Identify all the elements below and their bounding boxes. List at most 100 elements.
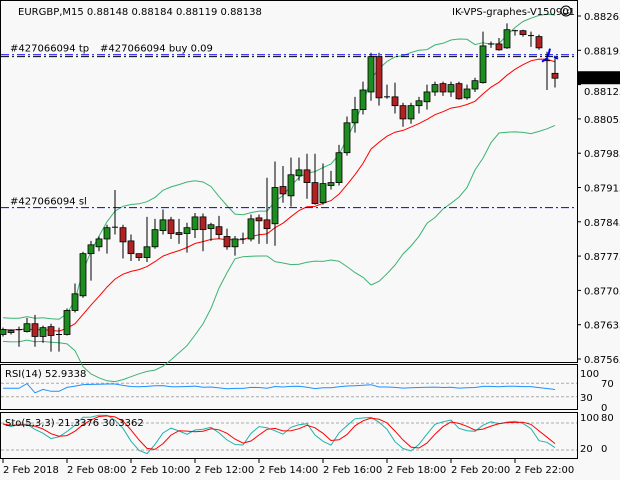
candle[interactable] — [319, 163, 327, 205]
candle[interactable] — [231, 236, 239, 256]
candle[interactable] — [191, 212, 199, 238]
sto-level-label: 80 — [601, 413, 614, 424]
candle[interactable] — [263, 177, 271, 244]
candle[interactable] — [0, 327, 7, 337]
candle-body — [159, 219, 167, 232]
candle[interactable] — [223, 228, 231, 250]
candle[interactable] — [103, 224, 111, 254]
candle[interactable] — [39, 325, 47, 343]
candle[interactable] — [359, 81, 367, 115]
candle[interactable] — [535, 34, 543, 50]
candle-body — [183, 227, 191, 234]
symbol-info: EURGBP,M15 0.88148 0.88184 0.88119 0.881… — [18, 7, 262, 18]
candle[interactable] — [215, 215, 223, 239]
candle[interactable] — [95, 236, 103, 252]
candle-body — [199, 216, 207, 231]
candle[interactable] — [159, 209, 167, 235]
candle[interactable] — [143, 216, 151, 262]
candle[interactable] — [503, 23, 511, 49]
y-tick-label: 0.87775 — [584, 252, 620, 263]
candle[interactable] — [135, 253, 143, 261]
candle-body — [103, 227, 111, 240]
candle[interactable] — [495, 38, 503, 51]
candle-body — [135, 253, 143, 258]
candle[interactable] — [415, 96, 423, 114]
candle[interactable] — [151, 218, 159, 249]
candle[interactable] — [271, 161, 279, 246]
price-panel[interactable]: #427066094 tp #427066094 buy 0.09 #4270660… — [0, 13, 577, 383]
candle[interactable] — [327, 170, 335, 190]
candle-body — [279, 186, 287, 195]
candle[interactable] — [31, 314, 39, 347]
candle[interactable] — [488, 41, 494, 48]
candle[interactable] — [247, 214, 255, 242]
candle[interactable] — [471, 77, 479, 92]
candle-body — [399, 105, 407, 120]
candle[interactable] — [255, 214, 263, 244]
candle-body — [359, 89, 367, 110]
y-tick-label: 0.87985 — [584, 149, 620, 160]
candle[interactable] — [56, 327, 62, 352]
candle[interactable] — [423, 84, 431, 110]
candle[interactable] — [119, 224, 127, 259]
order-line-label: #427066094 buy 0.09 — [100, 44, 213, 55]
candle-body — [311, 182, 319, 205]
candle[interactable] — [71, 283, 79, 313]
candle[interactable] — [407, 102, 415, 124]
candle[interactable] — [463, 84, 471, 100]
candle[interactable] — [367, 52, 375, 101]
candle[interactable] — [431, 81, 439, 96]
candle-body — [95, 238, 103, 248]
candle-body — [223, 236, 231, 248]
candle[interactable] — [439, 81, 447, 96]
candle[interactable] — [175, 218, 183, 244]
stochastic-panel[interactable]: 100 80 20 0 — [1, 413, 614, 455]
sto-main-line — [2, 414, 556, 455]
candle[interactable] — [87, 240, 95, 281]
candle[interactable] — [512, 29, 518, 36]
candle[interactable] — [63, 308, 71, 336]
candle[interactable] — [207, 222, 215, 241]
candle-body — [271, 187, 279, 225]
candle[interactable] — [528, 31, 534, 47]
candle[interactable] — [447, 81, 455, 97]
candle[interactable] — [47, 323, 55, 352]
x-tick-label: 2 Feb 14:00 — [259, 465, 318, 476]
candle-body — [415, 100, 423, 107]
candle[interactable] — [23, 317, 31, 333]
candle[interactable] — [335, 144, 343, 186]
candle[interactable] — [79, 251, 87, 298]
candle[interactable] — [384, 84, 390, 99]
candle[interactable] — [551, 55, 559, 88]
candle[interactable] — [112, 189, 118, 235]
candle[interactable] — [519, 29, 527, 37]
candle-body — [63, 310, 71, 335]
y-tick-label: 0.87635 — [584, 321, 620, 332]
candle[interactable] — [287, 157, 295, 207]
candle[interactable] — [303, 153, 311, 199]
candle[interactable] — [455, 81, 463, 100]
candle[interactable] — [399, 102, 407, 127]
candle[interactable] — [183, 222, 191, 253]
candle-body — [47, 326, 55, 336]
candle[interactable] — [7, 329, 15, 335]
candle[interactable] — [351, 96, 359, 133]
candle[interactable] — [279, 165, 287, 203]
candle[interactable] — [167, 216, 175, 239]
candle[interactable] — [479, 31, 487, 84]
candle-body — [127, 240, 135, 255]
candle[interactable] — [375, 52, 383, 106]
current-price-label: 0.88138 — [580, 74, 620, 85]
candle[interactable] — [16, 326, 22, 347]
candle[interactable] — [295, 157, 303, 181]
candle[interactable] — [127, 234, 135, 261]
candle[interactable] — [343, 116, 351, 156]
candle[interactable] — [391, 82, 399, 114]
candle[interactable] — [240, 232, 246, 244]
candle-body — [0, 329, 7, 335]
candle[interactable] — [199, 213, 207, 252]
y-tick-label: 0.88125 — [584, 87, 620, 98]
candle[interactable] — [311, 153, 319, 205]
